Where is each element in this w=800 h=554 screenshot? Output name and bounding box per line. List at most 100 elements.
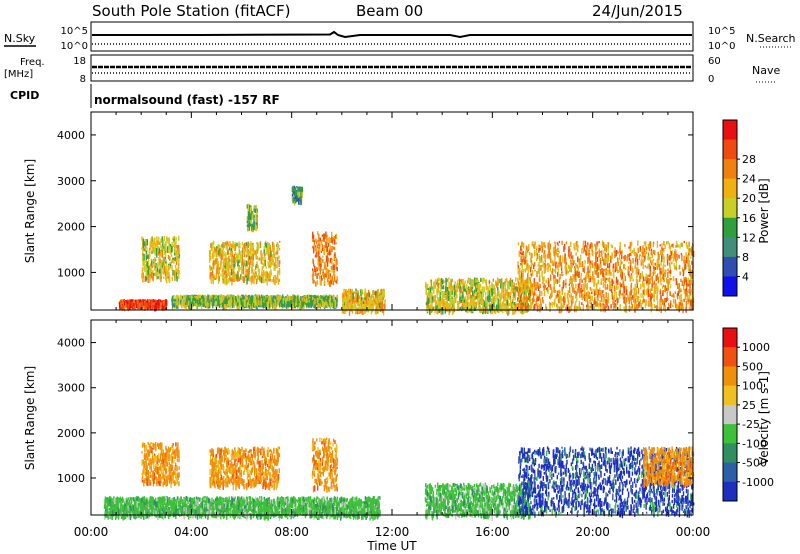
power-data-cell bbox=[269, 295, 271, 299]
power-data-cell bbox=[159, 273, 161, 280]
power-data-cell bbox=[248, 259, 250, 265]
power-data-cell bbox=[429, 286, 431, 289]
power-data-cell bbox=[268, 243, 270, 247]
power-data-cell bbox=[163, 300, 165, 306]
power-data-cell bbox=[467, 304, 469, 309]
power-data-cell bbox=[248, 204, 251, 211]
power-data-cell bbox=[361, 307, 363, 311]
power-data-cell bbox=[239, 267, 241, 271]
power-data-cell bbox=[319, 269, 321, 275]
power-data-cell bbox=[245, 242, 248, 246]
power-data-cell bbox=[232, 256, 235, 263]
power-data-cell bbox=[270, 250, 272, 255]
power-data-cell bbox=[482, 277, 484, 282]
power-data-cell bbox=[451, 298, 453, 304]
power-data-cell bbox=[243, 295, 245, 298]
power-data-cell bbox=[575, 283, 577, 289]
power-data-cell bbox=[172, 257, 174, 260]
power-data-cell bbox=[636, 281, 638, 288]
power-data-cell bbox=[295, 302, 297, 307]
power-data-cell bbox=[254, 276, 257, 280]
power-data-cell bbox=[221, 250, 223, 258]
power-data-cell bbox=[165, 302, 167, 310]
power-data-cell bbox=[264, 271, 266, 279]
power-data-cell bbox=[212, 251, 214, 258]
power-data-cell bbox=[171, 265, 173, 268]
power-data-cell bbox=[577, 283, 580, 290]
power-data-cell bbox=[172, 236, 175, 240]
power-data-cell bbox=[183, 297, 185, 300]
power-data-cell bbox=[426, 295, 429, 302]
power-data-cell bbox=[472, 279, 474, 283]
power-data-cell bbox=[369, 304, 372, 309]
power-data-cell bbox=[426, 306, 428, 311]
power-data-cell bbox=[246, 302, 249, 305]
power-data-cell bbox=[689, 247, 692, 252]
power-data-cell bbox=[582, 287, 584, 292]
power-data-cell bbox=[675, 266, 677, 271]
power-data-cell bbox=[437, 285, 440, 289]
power-data-cell bbox=[150, 271, 152, 275]
power-data-cell bbox=[227, 249, 230, 255]
power-data-cell bbox=[494, 308, 497, 315]
power-data-cell bbox=[174, 257, 176, 261]
power-data-cell bbox=[511, 282, 513, 288]
power-data-cell bbox=[154, 263, 156, 267]
power-data-cell bbox=[254, 299, 256, 303]
power-data-cell bbox=[234, 261, 236, 267]
power-data-cell bbox=[275, 274, 277, 278]
power-data-cell bbox=[475, 284, 478, 289]
power-data-cell bbox=[512, 303, 514, 307]
power-data-cell bbox=[179, 294, 182, 297]
power-data-cell bbox=[238, 248, 240, 253]
power-data-cell bbox=[259, 275, 261, 281]
power-data-cell bbox=[329, 294, 331, 298]
power-data-cell bbox=[210, 294, 212, 298]
power-data-cell bbox=[154, 272, 157, 277]
power-data-cell bbox=[467, 305, 469, 312]
power-data-cell bbox=[349, 291, 351, 296]
power-data-cell bbox=[506, 299, 508, 306]
power-data-cell bbox=[207, 294, 209, 301]
power-data-cell bbox=[161, 246, 163, 251]
power-data-cell bbox=[558, 263, 560, 268]
power-data-cell bbox=[349, 305, 351, 309]
power-data-cell bbox=[657, 259, 660, 267]
power-data-cell bbox=[368, 292, 371, 298]
power-data-cell bbox=[312, 296, 314, 300]
power-data-cell bbox=[222, 278, 224, 284]
power-data-cell bbox=[640, 259, 642, 266]
power-data-cell bbox=[158, 299, 160, 306]
power-data-cell bbox=[539, 284, 541, 289]
power-data-cell bbox=[151, 247, 153, 252]
power-data-cell bbox=[312, 280, 314, 284]
power-data-cell bbox=[491, 298, 493, 306]
power-data-cell bbox=[297, 188, 299, 195]
power-data-cell bbox=[498, 305, 500, 313]
power-data-cell bbox=[231, 254, 233, 261]
power-data-cell bbox=[485, 285, 487, 291]
power-data-cell bbox=[165, 250, 167, 257]
power-data-cell bbox=[346, 291, 348, 295]
power-data-cell bbox=[521, 297, 524, 303]
power-data-cell bbox=[501, 278, 503, 285]
power-data-cell bbox=[451, 308, 454, 316]
power-data-cell bbox=[493, 284, 495, 287]
power-data-cell bbox=[246, 301, 248, 308]
power-data-cell bbox=[368, 289, 370, 295]
power-data-cell bbox=[492, 289, 494, 293]
power-data-cell bbox=[639, 246, 641, 251]
power-data-cell bbox=[325, 232, 327, 237]
power-data-cell bbox=[290, 300, 292, 307]
power-data-cell bbox=[356, 295, 359, 303]
power-data-cell bbox=[653, 295, 655, 303]
power-data-cell bbox=[358, 295, 360, 300]
power-data-cell bbox=[160, 271, 163, 278]
power-data-cell bbox=[222, 262, 225, 266]
power-data-cell bbox=[382, 304, 385, 307]
power-data-cell bbox=[228, 264, 230, 271]
power-data-cell bbox=[155, 299, 157, 306]
power-data-cell bbox=[646, 274, 649, 278]
power-data-cell bbox=[455, 299, 457, 303]
power-data-cell bbox=[237, 252, 239, 256]
